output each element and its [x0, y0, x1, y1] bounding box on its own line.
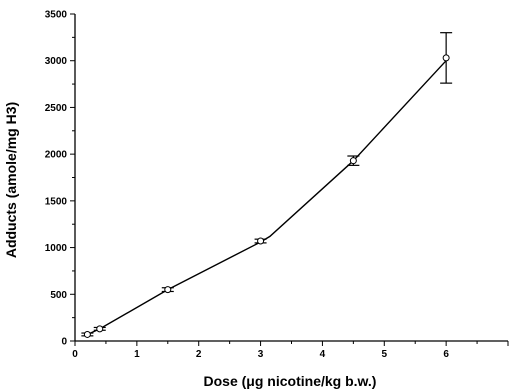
x-tick-label: 4: [320, 349, 326, 360]
x-axis-title: Dose (μg nicotine/kg b.w.): [204, 373, 377, 389]
y-tick-label: 3000: [45, 56, 68, 67]
data-point: [257, 237, 265, 245]
y-tick-label: 1000: [45, 243, 68, 254]
data-point: [83, 330, 91, 338]
y-tick-label: 2500: [45, 103, 68, 114]
x-tick-label: 6: [443, 349, 449, 360]
y-tick-label: 1500: [45, 196, 68, 207]
y-tick-label: 2000: [45, 150, 68, 161]
y-tick-label: 500: [50, 290, 67, 301]
x-tick-label: 2: [196, 349, 202, 360]
x-tick-label: 5: [382, 349, 388, 360]
y-tick-label: 3500: [45, 10, 68, 21]
data-point: [164, 286, 172, 294]
x-tick-label: 1: [134, 349, 140, 360]
data-point: [442, 54, 450, 62]
x-tick-label: 3: [258, 349, 264, 360]
fit-line: [87, 60, 447, 336]
data-point: [349, 157, 357, 165]
plot-area: 0 1 2 3 4 5 6 0 500 1000 1500 2000 2500 3000 3500: [45, 10, 509, 360]
y-tick-label: 0: [61, 337, 67, 348]
data-point: [96, 325, 104, 333]
x-tick-label: 0: [72, 349, 78, 360]
y-axis-title: Adducts (amole/mg H3): [3, 102, 19, 258]
